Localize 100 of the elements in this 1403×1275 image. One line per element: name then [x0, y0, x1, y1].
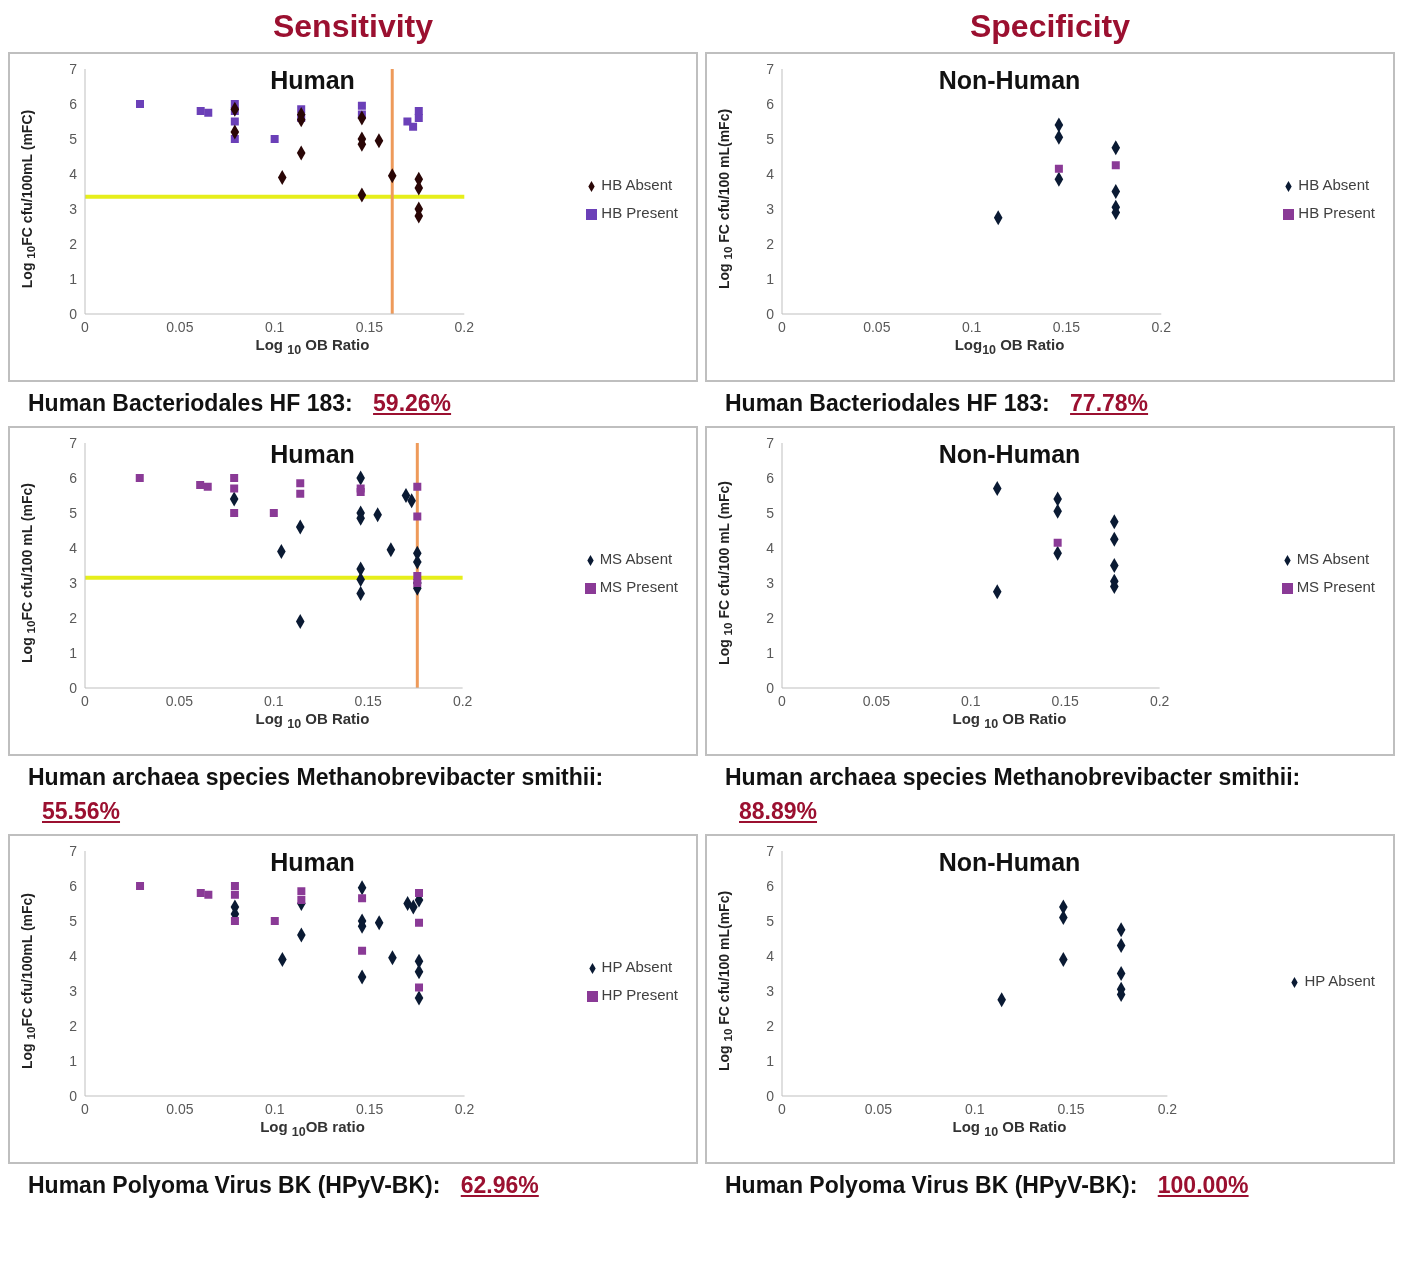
chart-title: Human [270, 848, 355, 876]
x-tick-label: 0 [778, 318, 787, 335]
y-tick-label: 1 [766, 270, 775, 287]
y-tick-label: 2 [766, 235, 775, 252]
x-tick-label: 0 [778, 1100, 787, 1117]
y-tick-label: 4 [69, 947, 78, 964]
y-tick-label: 0 [69, 679, 78, 696]
x-tick-label: 0.05 [166, 1100, 194, 1117]
x-tick-label: 0.15 [356, 1100, 384, 1117]
point [203, 482, 212, 491]
point [413, 579, 422, 587]
point [196, 481, 205, 489]
point [414, 114, 423, 122]
point [297, 896, 306, 904]
y-tick-label: 7 [766, 434, 775, 451]
y-tick-label: 0 [69, 305, 78, 322]
x-tick-label: 0.15 [355, 318, 384, 335]
x-tick-label: 0.1 [264, 318, 285, 335]
y-tick-label: 1 [69, 644, 78, 661]
point [230, 882, 239, 890]
point [196, 107, 205, 115]
chart-title: Non-Human [938, 66, 1081, 94]
legend-label: MS Present [1296, 578, 1375, 595]
x-tick-label: 0.15 [1057, 1100, 1085, 1117]
x-tick-label: 0.15 [1051, 692, 1080, 709]
legend-label: MS Absent [599, 550, 673, 567]
y-tick-label: 3 [69, 200, 78, 217]
point [358, 946, 367, 955]
y-tick-label: 4 [69, 165, 78, 182]
y-tick-label: 6 [69, 469, 78, 486]
point [409, 122, 418, 131]
y-tick-label: 5 [69, 130, 78, 147]
text: Human archaea species Methanobrevibacter smithii: [28, 764, 604, 790]
text: Human Bacteriodales HF 183: [28, 390, 353, 416]
legend-label: HP Present [601, 986, 678, 1003]
x-axis-title: Log $_{10}$ OB Ratio [255, 336, 370, 357]
y-tick-label: 2 [69, 609, 78, 626]
legend-label: MS Absent [1296, 550, 1370, 567]
x-axis-title: Log $_{10}$ OB Ratio [255, 710, 370, 731]
text: 88.89% [739, 798, 818, 824]
y-tick-label: 3 [69, 982, 78, 999]
x-tick-label: 0.15 [1052, 318, 1081, 335]
y-tick-label: 5 [69, 912, 78, 929]
chart-title: Human [270, 440, 355, 468]
x-tick-label: 0.1 [265, 1100, 285, 1117]
x-tick-label: 0.2 [452, 692, 473, 709]
point [296, 479, 305, 488]
y-tick-label: 2 [69, 1017, 78, 1034]
x-tick-label: 0.1 [961, 692, 981, 709]
y-tick-label: 0 [766, 679, 775, 696]
y-tick-label: 7 [766, 842, 775, 859]
y-tick-label: 2 [766, 609, 775, 626]
y-tick-label: 7 [69, 60, 78, 77]
point [403, 117, 412, 126]
point [204, 108, 213, 117]
x-tick-label: 0.05 [864, 1100, 893, 1117]
legend-label: HB Absent [601, 176, 673, 193]
text: 62.96% [460, 1172, 539, 1198]
text: 59.26% [373, 390, 452, 416]
chart-title: Non-Human [938, 848, 1081, 876]
text: Specificity [969, 8, 1131, 44]
y-tick-label: 5 [766, 912, 775, 929]
y-tick-label: 3 [766, 574, 775, 591]
point [136, 882, 145, 890]
y-tick-label: 7 [766, 60, 775, 77]
x-axis-title: Log $_{10}$ OB Ratio [952, 1118, 1067, 1139]
point [136, 100, 144, 108]
point [230, 484, 239, 493]
y-tick-label: 6 [69, 877, 78, 894]
x-tick-label: 0.2 [1151, 318, 1172, 335]
x-axis-title: Log $_{10}$ OB Ratio [952, 710, 1067, 731]
point [1111, 161, 1120, 170]
y-tick-label: 5 [766, 504, 775, 521]
x-tick-label: 0.1 [264, 692, 284, 709]
x-tick-label: 0 [778, 692, 787, 709]
y-tick-label: 1 [766, 644, 775, 661]
point [204, 890, 213, 899]
x-tick-label: 0.15 [354, 692, 383, 709]
point [415, 918, 424, 927]
x-tick-label: 0.2 [454, 1100, 475, 1117]
point [230, 474, 239, 482]
legend-label: HB Present [1298, 204, 1375, 221]
y-tick-label: 4 [766, 947, 775, 964]
text: Human Bacteriodales HF 183: [725, 390, 1050, 416]
point [356, 488, 365, 496]
point [413, 512, 422, 521]
point [230, 890, 239, 899]
y-tick-label: 6 [69, 95, 78, 112]
y-tick-label: 2 [69, 235, 78, 252]
x-tick-label: 0.1 [964, 1100, 985, 1117]
text: Sensitivity [272, 8, 434, 44]
point [1053, 538, 1062, 547]
point [296, 489, 305, 498]
x-axis-title: Log $_{10}$OB ratio [260, 1118, 365, 1139]
y-tick-label: 4 [766, 165, 775, 182]
y-tick-label: 3 [69, 574, 78, 591]
point [230, 117, 239, 126]
y-tick-label: 1 [69, 1052, 78, 1069]
x-tick-label: 0.2 [454, 318, 475, 335]
point [415, 983, 424, 992]
